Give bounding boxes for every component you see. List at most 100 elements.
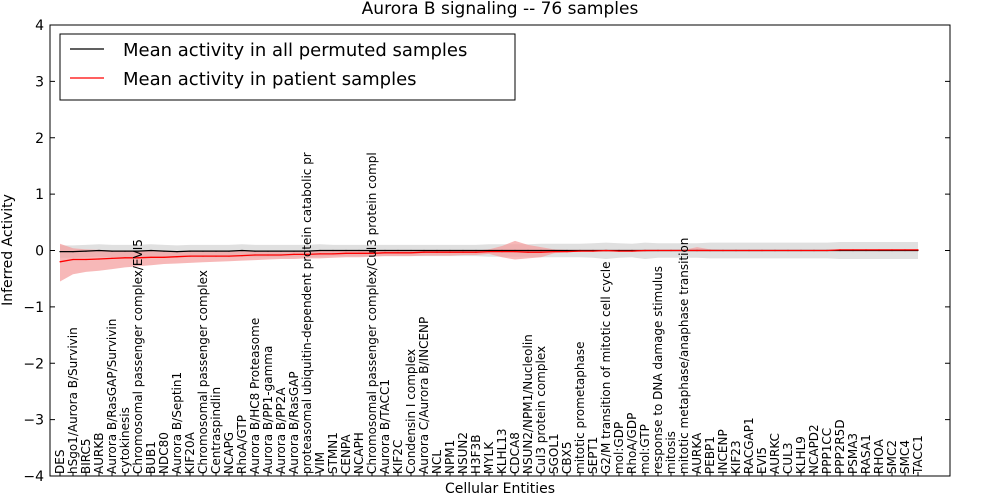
y-tick-label: 2 — [35, 131, 44, 147]
point-1-2 — [85, 258, 87, 261]
point-1-38 — [553, 251, 555, 253]
point-1-11 — [202, 255, 204, 257]
x-tick-label: NSUN2 — [456, 432, 470, 474]
point-1-19 — [306, 253, 308, 255]
point-0-26 — [397, 249, 399, 252]
point-1-7 — [150, 256, 152, 258]
point-0-9 — [176, 251, 178, 253]
x-tick-label: TACC1 — [911, 435, 925, 475]
x-tick-label: AURKC — [768, 433, 782, 474]
y-tick-label: −4 — [23, 469, 44, 485]
x-tick-label: SGOL1 — [547, 433, 561, 474]
point-0-35 — [514, 249, 516, 252]
point-0-39 — [566, 249, 568, 252]
point-1-44 — [631, 250, 633, 252]
point-0-14 — [241, 249, 243, 252]
x-tick-label: NCAPD2 — [807, 424, 821, 474]
x-tick-label: DES — [53, 450, 67, 474]
x-tick-label: NDC80 — [157, 432, 171, 474]
point-1-17 — [280, 254, 282, 256]
legend-box — [59, 33, 516, 101]
point-1-1 — [72, 258, 74, 261]
point-1-6 — [137, 257, 139, 259]
point-1-55 — [774, 249, 776, 252]
point-1-66 — [917, 249, 919, 251]
x-tick-label: NCAPG — [222, 432, 236, 474]
x-tick-label: Aurora B/TACC1 — [378, 379, 392, 474]
point-1-20 — [319, 253, 321, 255]
x-tick-label: Chromosomal passenger complex — [196, 270, 210, 474]
chart-title: Aurora B signaling -- 76 samples — [362, 0, 639, 19]
point-1-40 — [579, 250, 581, 252]
point-1-39 — [566, 251, 568, 253]
x-tick-label: PSMA3 — [846, 433, 860, 474]
point-1-51 — [722, 249, 724, 252]
y-tick-label: −3 — [23, 413, 44, 429]
point-0-19 — [306, 250, 308, 252]
point-1-15 — [254, 254, 256, 256]
point-0-0 — [59, 251, 61, 253]
point-1-18 — [293, 253, 295, 255]
point-0-29 — [436, 249, 438, 252]
x-tick-label: KLHL13 — [495, 428, 509, 474]
point-1-37 — [540, 251, 542, 253]
plot-frame — [49, 24, 951, 477]
x-tick-label: Aurora B/RasGAP — [287, 371, 301, 474]
y-tick-label: 1 — [35, 187, 44, 203]
point-1-35 — [514, 251, 516, 253]
point-0-34 — [501, 249, 503, 252]
x-tick-label: MYLK — [482, 441, 496, 474]
x-tick-label: NPM1 — [443, 440, 457, 474]
x-tick-label: Aurora B/HC8 Proteasome — [248, 318, 262, 474]
x-tick-label: Centraspindlin — [209, 387, 223, 474]
point-0-16 — [267, 250, 269, 252]
point-1-34 — [501, 251, 503, 253]
point-0-28 — [423, 249, 425, 252]
x-tick-label: Chromosomal passenger complex/Cul3 prote… — [365, 152, 379, 474]
point-1-24 — [371, 252, 373, 254]
legend: Mean activity in all permuted samples Me… — [59, 33, 516, 101]
x-tick-label: INCENP — [716, 429, 730, 474]
x-tick-label: BUB1 — [144, 441, 158, 474]
point-1-22 — [345, 252, 347, 254]
point-1-3 — [98, 258, 100, 260]
point-0-3 — [98, 249, 100, 252]
point-1-10 — [189, 255, 191, 257]
point-1-65 — [904, 249, 906, 251]
point-1-14 — [241, 255, 243, 257]
x-tick-label: Aurora B/RasGAP/Survivin — [105, 319, 119, 474]
point-0-1 — [72, 251, 74, 253]
x-tick-label: RhoA/GTP — [235, 415, 249, 474]
point-0-32 — [475, 249, 477, 252]
point-0-30 — [449, 249, 451, 252]
x-tick-label: AURKA — [690, 432, 704, 474]
x-tick-label: RASA1 — [859, 434, 873, 474]
point-0-38 — [553, 249, 555, 252]
x-tick-label: Cul3 protein complex — [534, 346, 548, 474]
point-1-47 — [670, 249, 672, 252]
point-1-4 — [111, 257, 113, 259]
point-0-8 — [163, 250, 165, 252]
x-tick-label: RHOA — [872, 438, 886, 474]
point-0-6 — [137, 250, 139, 252]
point-0-21 — [332, 249, 334, 252]
point-1-36 — [527, 251, 529, 253]
x-tick-label: NCAPH — [352, 432, 366, 474]
confidence-bands — [60, 240, 918, 282]
point-0-22 — [345, 249, 347, 252]
point-0-7 — [150, 249, 152, 252]
point-1-53 — [748, 249, 750, 252]
x-tick-label: AURKB — [92, 433, 106, 474]
point-0-11 — [202, 250, 204, 252]
point-1-48 — [683, 249, 685, 252]
point-0-33 — [488, 249, 490, 252]
x-tick-label: G2/M transition of mitotic cell cycle — [599, 261, 613, 474]
point-0-37 — [540, 249, 542, 252]
point-1-60 — [839, 249, 841, 251]
point-0-36 — [527, 249, 529, 252]
point-1-9 — [176, 256, 178, 258]
x-tick-label: VIM — [313, 452, 327, 474]
point-1-33 — [488, 251, 490, 253]
point-0-20 — [319, 249, 321, 252]
point-0-25 — [384, 249, 386, 252]
